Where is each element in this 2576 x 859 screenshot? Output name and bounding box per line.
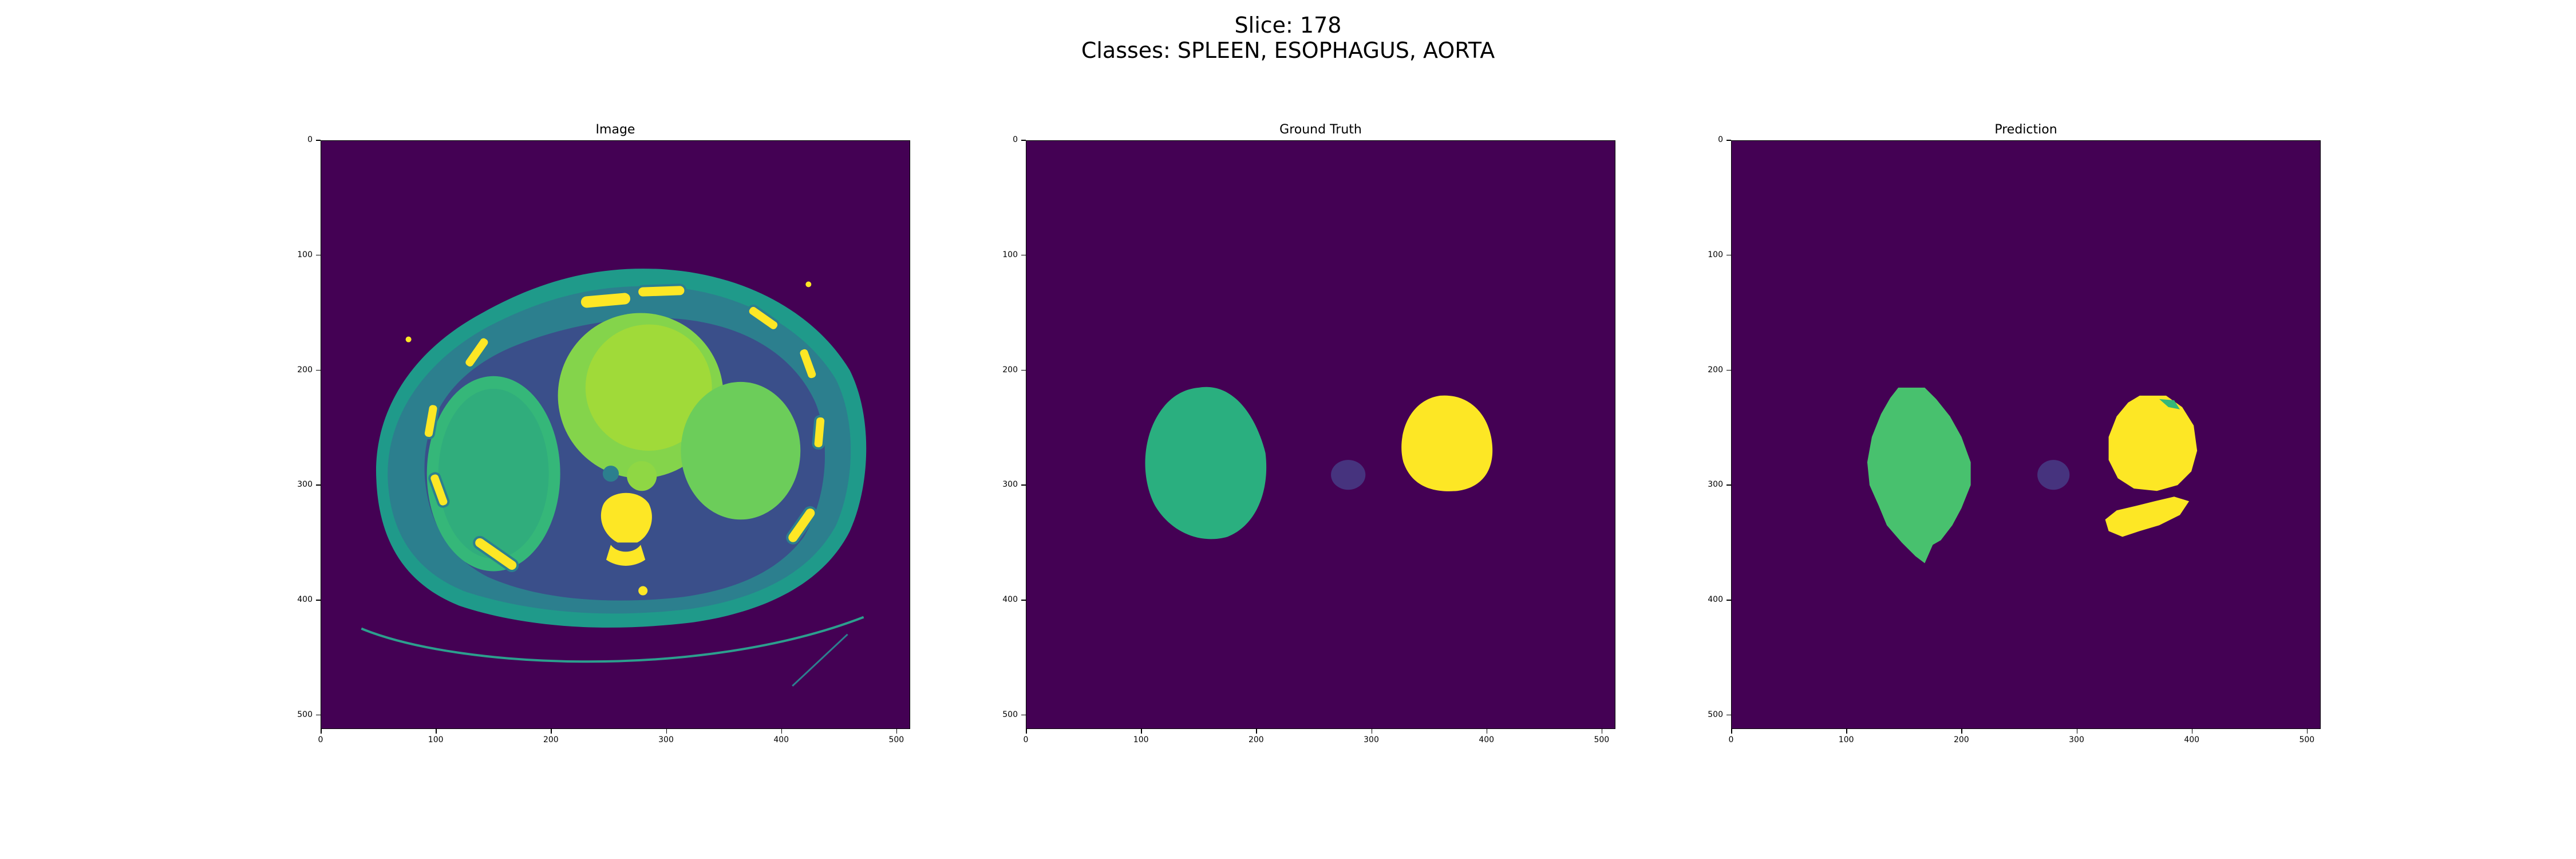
y-tick-label: 400 — [278, 595, 321, 604]
x-tick-label: 200 — [1944, 729, 1978, 744]
y-tick-label: 300 — [983, 480, 1026, 489]
pred-esophagus-mask — [2037, 460, 2070, 490]
ct-spine — [600, 492, 652, 543]
y-tick-label: 500 — [278, 710, 321, 719]
ct-ribs — [422, 283, 827, 572]
gt-esophagus-mask — [1331, 460, 1366, 490]
ct-image-axes — [321, 140, 910, 729]
ground-truth-mask — [1145, 387, 1493, 539]
y-tick-label: 300 — [1689, 480, 1731, 489]
x-tick-label: 100 — [1124, 729, 1158, 744]
x-tick-label: 0 — [303, 729, 338, 744]
gt-spleen-mask — [1145, 387, 1267, 539]
x-tick-label: 200 — [534, 729, 568, 744]
x-tick-label: 500 — [1585, 729, 1619, 744]
gt-aorta-mask — [1401, 395, 1493, 491]
ct-table-line — [361, 616, 864, 663]
x-tick-label: 400 — [2175, 729, 2209, 744]
y-tick-label: 0 — [278, 135, 321, 144]
x-tick-label: 300 — [1354, 729, 1389, 744]
y-tick-label: 200 — [1689, 365, 1731, 375]
panel-title-image: Image — [595, 123, 635, 137]
y-tick-label: 200 — [278, 365, 321, 375]
panel-title-prediction: Prediction — [1994, 123, 2057, 137]
x-tick-label: 300 — [649, 729, 683, 744]
x-tick-label: 300 — [2060, 729, 2094, 744]
y-tick-label: 0 — [1689, 135, 1731, 144]
ct-image — [361, 269, 867, 687]
y-tick-label: 400 — [1689, 595, 1731, 604]
x-tick-label: 400 — [764, 729, 799, 744]
y-tick-label: 0 — [983, 135, 1026, 144]
ct-aorta — [627, 461, 657, 491]
pred-aorta-mask — [2108, 395, 2198, 491]
y-tick-label: 100 — [1689, 250, 1731, 259]
x-tick-label: 0 — [1009, 729, 1043, 744]
y-tick-label: 300 — [278, 480, 321, 489]
y-tick-label: 100 — [278, 250, 321, 259]
ct-esophagus — [602, 466, 619, 482]
panel-title-ground-truth: Ground Truth — [1279, 123, 1362, 137]
y-tick-label: 100 — [983, 250, 1026, 259]
y-tick-label: 400 — [983, 595, 1026, 604]
pred-spleen-mask — [1867, 387, 1971, 564]
prediction-axes — [1731, 140, 2321, 729]
pred-aorta-extra-mask — [2105, 497, 2190, 537]
x-tick-label: 500 — [2290, 729, 2324, 744]
figure-suptitle: Slice: 178 Classes: SPLEEN, ESOPHAGUS, A… — [0, 13, 2576, 64]
x-tick-label: 100 — [1829, 729, 1863, 744]
x-tick-label: 400 — [1469, 729, 1504, 744]
y-tick-label: 200 — [983, 365, 1026, 375]
suptitle-slice: Slice: 178 — [1234, 13, 1342, 38]
ct-spleen-region — [681, 381, 801, 520]
suptitle-classes: Classes: SPLEEN, ESOPHAGUS, AORTA — [1081, 38, 1495, 64]
y-tick-label: 500 — [1689, 710, 1731, 719]
ground-truth-axes — [1026, 140, 1615, 729]
prediction-mask — [1867, 387, 2198, 564]
y-tick-label: 500 — [983, 710, 1026, 719]
x-tick-label: 200 — [1239, 729, 1273, 744]
x-tick-label: 100 — [418, 729, 453, 744]
x-tick-label: 0 — [1714, 729, 1748, 744]
x-tick-label: 500 — [879, 729, 914, 744]
